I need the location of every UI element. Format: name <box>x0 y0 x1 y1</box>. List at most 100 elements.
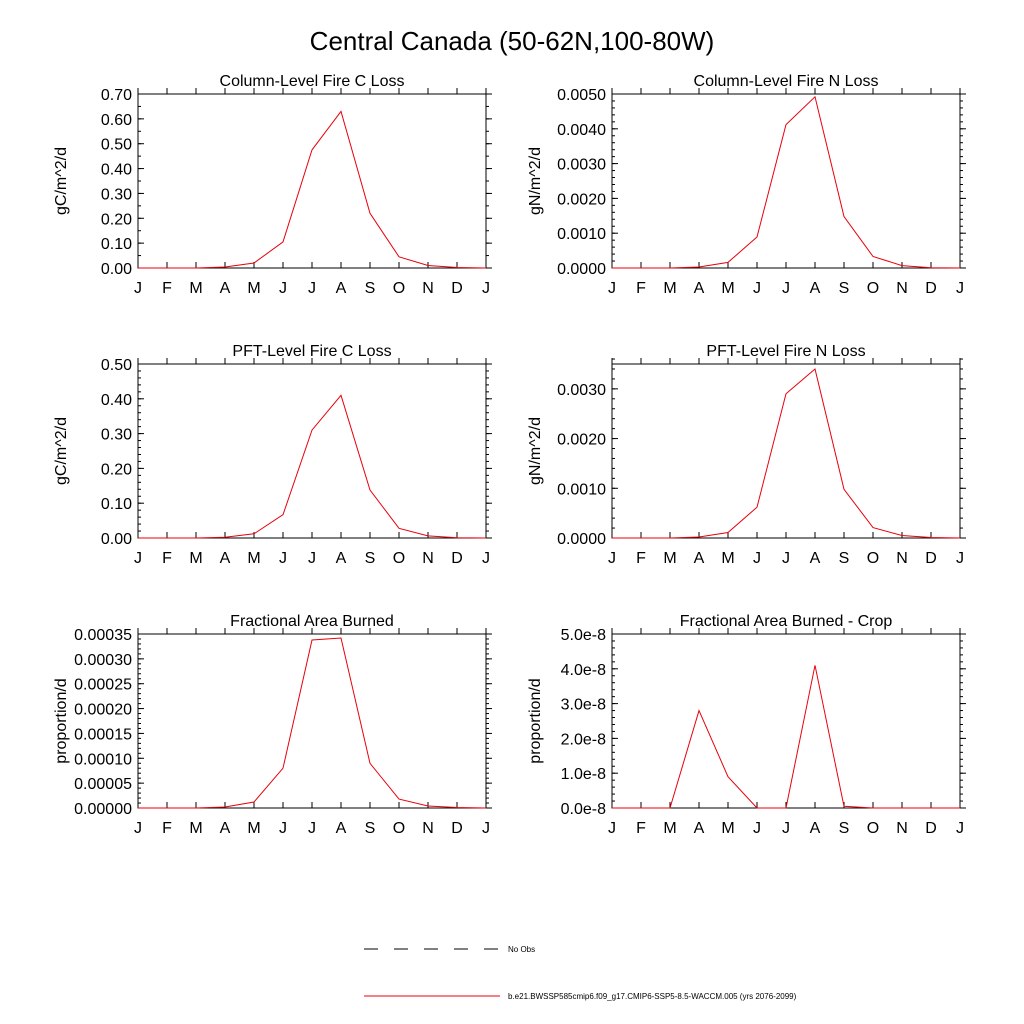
series-line <box>138 637 487 809</box>
data-point <box>902 535 903 536</box>
x-tick-label: J <box>608 820 616 837</box>
data-point <box>960 538 961 539</box>
x-tick-label: J <box>608 280 616 297</box>
x-tick-label: F <box>636 820 646 837</box>
x-tick-label: O <box>393 820 405 837</box>
x-tick-label: N <box>422 820 434 837</box>
data-point <box>612 268 613 269</box>
y-axis-label: gC/m^2/d <box>53 147 70 215</box>
y-tick-label: 0.0020 <box>557 191 606 208</box>
x-tick-label: J <box>134 550 142 567</box>
data-point <box>902 808 903 809</box>
data-point <box>873 808 874 809</box>
y-axis-label: gN/m^2/d <box>527 417 544 485</box>
x-tick-label: M <box>663 280 676 297</box>
data-point <box>757 808 758 809</box>
y-tick-label: 0.50 <box>101 357 132 374</box>
x-tick-label: J <box>956 550 964 567</box>
chart-panel: Fractional Area Burned - Crop proportion/… <box>527 613 966 837</box>
data-point <box>399 256 400 257</box>
x-tick-label: S <box>365 550 376 567</box>
y-tick-label: 5.0e-8 <box>561 627 606 644</box>
y-tick-label: 0.00030 <box>74 652 132 669</box>
data-point <box>931 808 932 809</box>
y-tick-label: 0.70 <box>101 87 132 104</box>
data-point <box>873 527 874 528</box>
y-tick-label: 0.0030 <box>557 382 606 399</box>
data-point <box>341 395 342 396</box>
y-tick-label: 0.40 <box>101 392 132 409</box>
y-tick-label: 0.0050 <box>557 87 606 104</box>
x-tick-label: J <box>134 280 142 297</box>
y-tick-label: 0.60 <box>101 112 132 129</box>
data-point <box>960 808 961 809</box>
x-tick-label: J <box>134 820 142 837</box>
data-point <box>167 538 168 539</box>
x-tick-label: J <box>782 820 790 837</box>
x-tick-label: M <box>721 280 734 297</box>
y-tick-label: 0.0030 <box>557 157 606 174</box>
x-tick-label: S <box>839 550 850 567</box>
data-point <box>341 638 342 639</box>
x-tick-label: A <box>336 550 347 567</box>
x-tick-label: M <box>247 820 260 837</box>
legend-label: b.e21.BWSSP585cmip6.f09_g17.CMIP6-SSP5-8… <box>508 992 797 1001</box>
data-point <box>844 216 845 217</box>
y-tick-label: 0.20 <box>101 461 132 478</box>
x-tick-label: J <box>956 280 964 297</box>
x-tick-label: F <box>162 280 172 297</box>
data-point <box>283 514 284 515</box>
x-tick-label: O <box>867 820 879 837</box>
x-tick-label: S <box>839 280 850 297</box>
data-point <box>312 640 313 641</box>
y-tick-label: 0.00005 <box>74 776 132 793</box>
plot-frame <box>137 633 487 809</box>
data-point <box>612 538 613 539</box>
x-tick-label: A <box>220 550 231 567</box>
data-point <box>370 490 371 491</box>
panel-title: Column-Level Fire C Loss <box>220 73 405 90</box>
y-tick-label: 0.00000 <box>74 801 132 818</box>
x-tick-label: M <box>663 820 676 837</box>
x-tick-label: M <box>721 820 734 837</box>
x-tick-label: J <box>308 820 316 837</box>
y-tick-label: 0.00035 <box>74 627 132 644</box>
data-point <box>873 256 874 257</box>
data-point <box>931 537 932 538</box>
data-point <box>670 808 671 809</box>
x-tick-label: A <box>220 820 231 837</box>
plot-frame <box>611 93 961 269</box>
data-point <box>196 808 197 809</box>
x-tick-label: F <box>162 820 172 837</box>
data-point <box>960 268 961 269</box>
y-tick-label: 0.30 <box>101 186 132 203</box>
data-point <box>283 241 284 242</box>
x-tick-label: D <box>451 550 463 567</box>
data-point <box>370 763 371 764</box>
y-tick-label: 0.0040 <box>557 122 606 139</box>
data-point <box>399 528 400 529</box>
panel-title: PFT-Level Fire N Loss <box>706 343 865 360</box>
data-point <box>844 489 845 490</box>
panel-title: Column-Level Fire N Loss <box>694 73 879 90</box>
data-point <box>138 538 139 539</box>
data-point <box>457 267 458 268</box>
x-tick-label: D <box>925 820 937 837</box>
y-tick-label: 0.20 <box>101 211 132 228</box>
panel-title: PFT-Level Fire C Loss <box>232 343 391 360</box>
y-tick-label: 0.10 <box>101 236 132 253</box>
x-tick-label: J <box>482 820 490 837</box>
data-point <box>428 806 429 807</box>
data-point <box>641 268 642 269</box>
data-point <box>931 267 932 268</box>
x-tick-label: D <box>451 820 463 837</box>
plot-frame <box>137 363 487 539</box>
x-tick-label: D <box>925 280 937 297</box>
y-tick-label: 0.00025 <box>74 677 132 694</box>
series-line <box>138 394 487 539</box>
data-point <box>786 393 787 394</box>
data-point <box>428 265 429 266</box>
